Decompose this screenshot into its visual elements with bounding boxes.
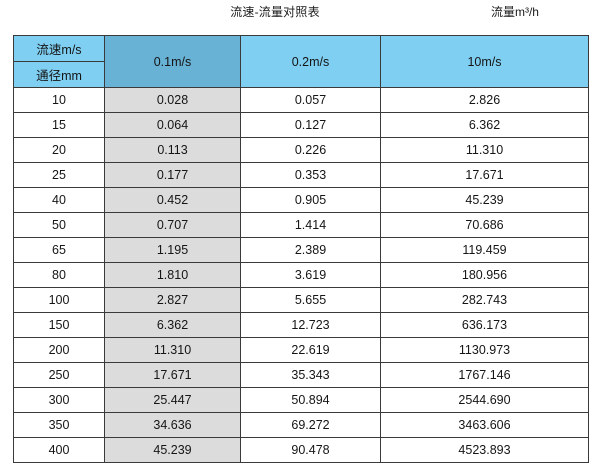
cell-flow-value-1: 90.478 [240,437,381,463]
cell-nominal-diameter: 150 [13,312,105,338]
caption-strip: 流速-流量对照表 流量m³/h [0,0,600,30]
page-title: 流速-流量对照表 [230,5,320,19]
table-row: 100 2.827 5.655 282.743 [13,287,589,313]
cell-flow-value-0: 0.452 [104,187,241,213]
flow-unit-label: 流量m³/h [490,5,539,19]
cell-nominal-diameter: 20 [13,137,105,163]
header-row-bottom: 通径mm [13,61,589,88]
cell-flow-value-0: 1.810 [104,262,241,288]
cell-flow-value-0: 1.195 [104,237,241,263]
cell-flow-value-1: 1.414 [240,212,381,238]
cell-flow-value-0: 34.636 [104,412,241,438]
cell-nominal-diameter: 40 [13,187,105,213]
cell-flow-value-2: 119.459 [380,237,589,263]
cell-nominal-diameter: 25 [13,162,105,188]
cell-flow-value-0: 0.064 [104,112,241,138]
cell-nominal-diameter: 400 [13,437,105,463]
table-header: 流速m/s 0.1m/s 0.2m/s 10m/s 通径mm [13,35,589,88]
cell-flow-value-2: 17.671 [380,162,589,188]
cell-flow-value-2: 70.686 [380,212,589,238]
cell-nominal-diameter: 80 [13,262,105,288]
column-header-velocity-2: 10m/s [380,35,589,88]
cell-flow-value-2: 4523.893 [380,437,589,463]
table-row: 25 0.177 0.353 17.671 [13,162,589,188]
cell-flow-value-1: 22.619 [240,337,381,363]
cell-flow-value-0: 11.310 [104,337,241,363]
cell-flow-value-2: 2544.690 [380,387,589,413]
cell-flow-value-1: 35.343 [240,362,381,388]
cell-flow-value-2: 180.956 [380,262,589,288]
cell-flow-value-0: 0.707 [104,212,241,238]
table-row: 350 34.636 69.272 3463.606 [13,412,589,438]
table-row: 250 17.671 35.343 1767.146 [13,362,589,388]
cell-flow-value-0: 0.028 [104,87,241,113]
cell-flow-value-1: 0.226 [240,137,381,163]
cell-flow-value-0: 17.671 [104,362,241,388]
cell-nominal-diameter: 50 [13,212,105,238]
cell-flow-value-0: 2.827 [104,287,241,313]
table-row: 80 1.810 3.619 180.956 [13,262,589,288]
table-row: 300 25.447 50.894 2544.690 [13,387,589,413]
cell-nominal-diameter: 65 [13,237,105,263]
cell-flow-value-1: 3.619 [240,262,381,288]
cell-flow-value-2: 1130.973 [380,337,589,363]
cell-flow-value-1: 2.389 [240,237,381,263]
cell-flow-value-2: 11.310 [380,137,589,163]
table-row: 400 45.239 90.478 4523.893 [13,437,589,463]
column-header-velocity-0: 0.1m/s [104,35,241,88]
header-row-top: 流速m/s 0.1m/s 0.2m/s 10m/s [13,35,589,88]
cell-nominal-diameter: 250 [13,362,105,388]
cell-flow-value-0: 0.113 [104,137,241,163]
table-row: 150 6.362 12.723 636.173 [13,312,589,338]
corner-header-diameter: 通径mm [13,61,105,88]
cell-flow-value-0: 45.239 [104,437,241,463]
cell-flow-value-2: 6.362 [380,112,589,138]
table-row: 200 11.310 22.619 1130.973 [13,337,589,363]
cell-flow-value-1: 50.894 [240,387,381,413]
cell-nominal-diameter: 10 [13,87,105,113]
cell-nominal-diameter: 100 [13,287,105,313]
table-body: 10 0.028 0.057 2.826 15 0.064 0.127 6.362 20 0.11… [13,87,589,463]
cell-nominal-diameter: 15 [13,112,105,138]
cell-flow-value-2: 636.173 [380,312,589,338]
table-row: 40 0.452 0.905 45.239 [13,187,589,213]
cell-flow-value-1: 12.723 [240,312,381,338]
cell-flow-value-2: 45.239 [380,187,589,213]
flow-rate-table: 流速m/s 0.1m/s 0.2m/s 10m/s 通径mm 10 0.028 0.… [13,35,589,463]
cell-nominal-diameter: 200 [13,337,105,363]
column-header-velocity-1: 0.2m/s [240,35,381,88]
cell-flow-value-0: 25.447 [104,387,241,413]
cell-flow-value-0: 0.177 [104,162,241,188]
cell-flow-value-1: 5.655 [240,287,381,313]
cell-flow-value-2: 282.743 [380,287,589,313]
cell-flow-value-1: 0.057 [240,87,381,113]
cell-nominal-diameter: 300 [13,387,105,413]
cell-flow-value-2: 2.826 [380,87,589,113]
cell-flow-value-1: 69.272 [240,412,381,438]
cell-flow-value-2: 3463.606 [380,412,589,438]
cell-flow-value-0: 6.362 [104,312,241,338]
table-row: 10 0.028 0.057 2.826 [13,87,589,113]
table-row: 20 0.113 0.226 11.310 [13,137,589,163]
table-row: 15 0.064 0.127 6.362 [13,112,589,138]
cell-nominal-diameter: 350 [13,412,105,438]
table-row: 50 0.707 1.414 70.686 [13,212,589,238]
cell-flow-value-2: 1767.146 [380,362,589,388]
cell-flow-value-1: 0.905 [240,187,381,213]
cell-flow-value-1: 0.127 [240,112,381,138]
cell-flow-value-1: 0.353 [240,162,381,188]
table-row: 65 1.195 2.389 119.459 [13,237,589,263]
flow-table-container: 流速m/s 0.1m/s 0.2m/s 10m/s 通径mm 10 0.028 0.… [13,35,589,463]
corner-header-velocity: 流速m/s [13,35,105,62]
